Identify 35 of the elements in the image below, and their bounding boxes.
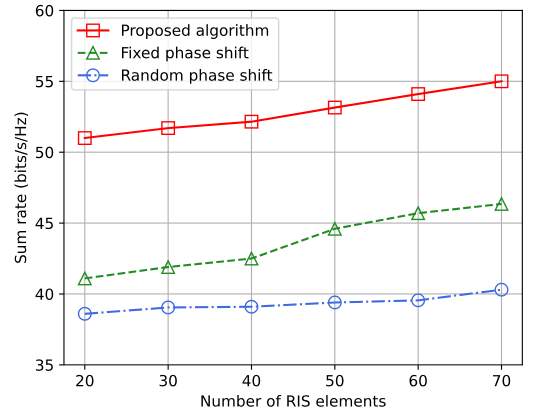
point xyxy=(244,114,258,129)
point xyxy=(411,206,426,220)
point xyxy=(328,100,342,114)
legend-label: Fixed phase shift xyxy=(122,46,249,62)
legend-label: Proposed algorithm xyxy=(122,24,268,39)
y-tick-label: 60 xyxy=(36,4,54,16)
x-tick-label: 50 xyxy=(326,374,344,386)
y-tick-label: 55 xyxy=(36,76,53,88)
point xyxy=(411,293,426,308)
y-tick-label: 35 xyxy=(36,359,53,371)
point xyxy=(494,74,508,88)
x-tick-label: 20 xyxy=(76,374,94,386)
x-tick-label: 40 xyxy=(242,374,260,386)
point xyxy=(161,121,176,136)
point xyxy=(78,306,92,321)
point xyxy=(78,131,92,145)
point xyxy=(244,252,258,266)
y-tick-label: 45 xyxy=(36,218,53,230)
y-tick-label: 40 xyxy=(36,288,54,300)
point xyxy=(244,300,258,314)
legend-label: Random phase shift xyxy=(122,69,272,84)
point xyxy=(78,271,92,286)
point xyxy=(161,260,176,274)
point xyxy=(328,296,342,310)
point xyxy=(411,87,426,102)
point xyxy=(161,300,176,314)
y-tick-label: 50 xyxy=(36,146,54,158)
y-axis-title: Sum rate (bits/s/Hz) xyxy=(14,112,28,263)
x-tick-label: 70 xyxy=(493,374,510,386)
point xyxy=(494,197,508,211)
x-axis-title: Number of RIS elements xyxy=(201,394,386,407)
x-tick-label: 60 xyxy=(410,374,427,386)
x-tick-label: 30 xyxy=(160,374,177,386)
point xyxy=(494,282,508,297)
point xyxy=(328,222,342,236)
